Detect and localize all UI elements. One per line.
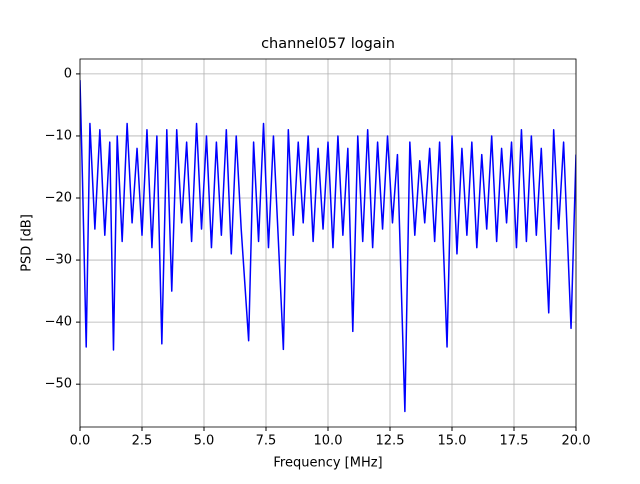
x-tick-label: 0.0 [70,434,91,449]
y-tick-label: 0 [64,66,72,81]
y-tick-label: −10 [45,128,72,143]
x-axis-label: Frequency [MHz] [273,456,382,471]
y-tick-label: −30 [45,253,72,268]
y-tick-label: −40 [45,315,72,330]
data-line [80,80,576,413]
x-tick-label: 12.5 [376,434,405,449]
x-tick-label: 10.0 [314,434,343,449]
x-tick-label: 15.0 [438,434,467,449]
x-tick-label: 2.5 [132,434,153,449]
y-tick-label: −20 [45,191,72,206]
chart-title: channel057 logain [261,36,395,52]
y-tick-label: −50 [45,377,72,392]
x-tick-label: 5.0 [194,434,215,449]
x-tick-label: 7.5 [256,434,277,449]
x-tick-label: 20.0 [562,434,591,449]
axes-frame [79,58,577,428]
plot-area [80,80,576,413]
x-tick-label: 17.5 [500,434,529,449]
y-axis-label: PSD [dB] [20,214,35,272]
